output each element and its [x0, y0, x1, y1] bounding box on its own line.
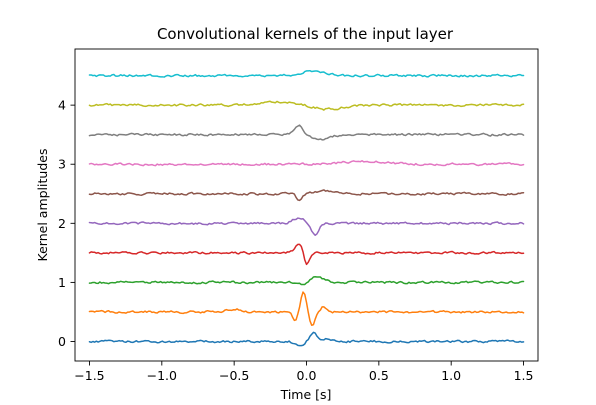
kernel-trace	[88, 291, 525, 326]
kernel-trace	[88, 100, 525, 111]
plot-area	[88, 69, 525, 347]
x-tick-label: −1.0	[147, 368, 177, 383]
kernel-trace	[88, 160, 525, 167]
x-tick-label: 0.5	[369, 368, 389, 383]
x-axis-label: Time [s]	[280, 387, 332, 402]
y-axis-label: Kernel amplitudes	[35, 149, 50, 262]
kernel-trace	[88, 69, 525, 78]
y-tick-label: 3	[58, 157, 66, 172]
y-tick-label: 1	[58, 275, 66, 290]
x-axis: −1.5 −1.0 −0.5 0.0 0.5 1.0 1.5	[74, 361, 533, 383]
x-tick-label: 0.0	[297, 368, 317, 383]
y-axis: 0 1 2 3 4	[58, 98, 75, 349]
y-tick-label: 2	[58, 216, 66, 231]
kernel-trace	[88, 124, 525, 141]
kernel-trace	[88, 189, 525, 202]
y-tick-label: 0	[58, 334, 66, 349]
chart-title: Convolutional kernels of the input layer	[157, 25, 454, 43]
kernel-trace	[88, 275, 525, 286]
y-tick-label: 4	[58, 98, 66, 113]
kernel-trace	[88, 331, 525, 347]
x-tick-label: −0.5	[219, 368, 249, 383]
x-tick-label: 1.0	[441, 368, 461, 383]
kernel-trace	[88, 217, 525, 237]
axes-frame	[74, 48, 539, 362]
x-tick-label: 1.5	[514, 368, 534, 383]
kernel-trace	[88, 243, 525, 266]
x-tick-label: −1.5	[74, 368, 104, 383]
